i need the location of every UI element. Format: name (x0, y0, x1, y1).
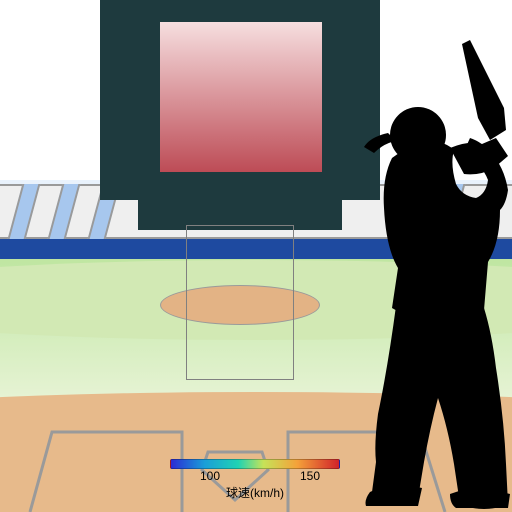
colorscale-ticks: 100 150 (170, 469, 340, 483)
strike-zone (186, 225, 294, 380)
velocity-colorscale: 100 150 球速(km/h) (170, 459, 340, 501)
colorscale-title: 球速(km/h) (170, 484, 340, 501)
colorscale-bar (170, 459, 340, 469)
colorscale-tick: 100 (200, 469, 220, 483)
pitch-location-diagram: 100 150 球速(km/h) (0, 0, 512, 512)
batter-silhouette (292, 40, 512, 512)
colorscale-tick: 150 (300, 469, 320, 483)
